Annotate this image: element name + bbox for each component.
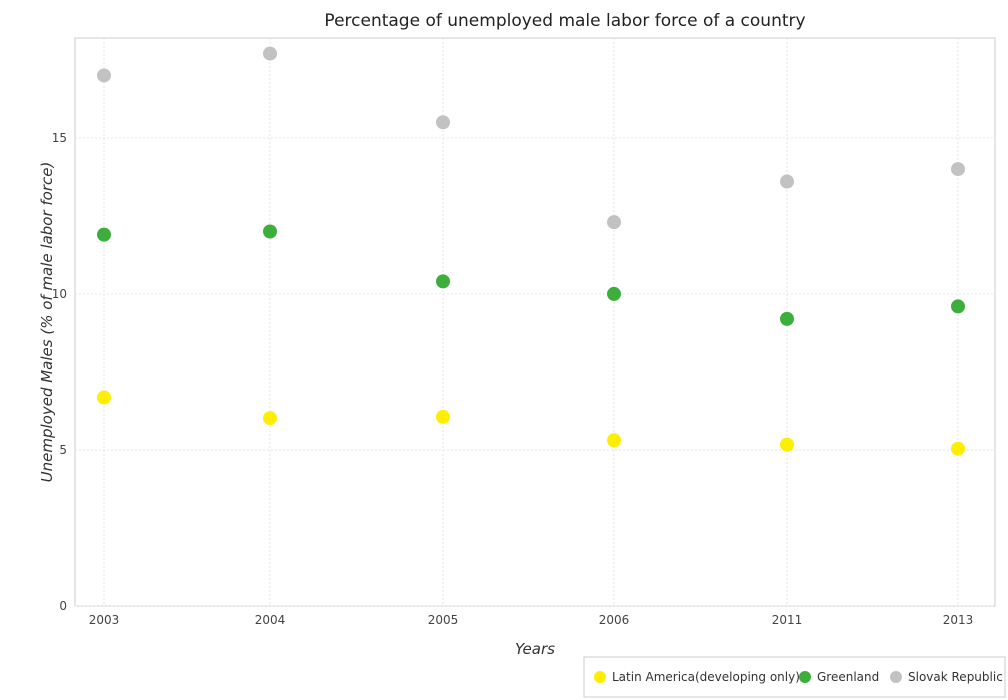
data-point bbox=[780, 174, 794, 189]
x-tick-label: 2005 bbox=[428, 613, 459, 627]
data-point bbox=[97, 390, 111, 405]
legend-marker bbox=[890, 671, 902, 683]
chart-title: Percentage of unemployed male labor forc… bbox=[324, 11, 805, 31]
data-point bbox=[607, 433, 621, 448]
x-axis-label: Years bbox=[515, 640, 555, 658]
x-tick-label: 2006 bbox=[599, 613, 630, 627]
x-tick-label: 2004 bbox=[255, 613, 286, 627]
legend: Latin America(developing only) Greenland S… bbox=[583, 656, 1006, 698]
y-tick-label: 5 bbox=[59, 443, 67, 457]
legend-marker bbox=[799, 671, 811, 683]
y-tick-label: 10 bbox=[52, 287, 67, 301]
data-point bbox=[780, 311, 794, 326]
data-point bbox=[951, 299, 965, 314]
plot-area bbox=[74, 37, 996, 607]
grid-layer bbox=[75, 38, 995, 607]
y-axis-label: Unemployed Males (% of male labor force) bbox=[38, 162, 56, 483]
data-point bbox=[436, 409, 450, 424]
x-tick-label: 2011 bbox=[772, 613, 803, 627]
data-point bbox=[607, 286, 621, 301]
y-tick-label: 0 bbox=[59, 599, 67, 613]
points-layer bbox=[97, 46, 965, 456]
data-point bbox=[780, 437, 794, 452]
data-point bbox=[951, 162, 965, 177]
tick-layer: 2003 2004 2005 2006 2011 2013 0 5 10 15 bbox=[52, 131, 974, 627]
data-point bbox=[436, 115, 450, 130]
data-point bbox=[263, 411, 277, 426]
data-point bbox=[951, 441, 965, 456]
legend-label: Latin America(developing only) bbox=[612, 670, 800, 684]
y-tick-label: 15 bbox=[52, 131, 67, 145]
legend-label: Slovak Republic bbox=[908, 670, 1003, 684]
x-tick-label: 2013 bbox=[943, 613, 974, 627]
data-point bbox=[97, 68, 111, 83]
x-tick-label: 2003 bbox=[89, 613, 120, 627]
data-point bbox=[97, 227, 111, 242]
legend-marker bbox=[594, 671, 606, 683]
legend-label: Greenland bbox=[817, 670, 879, 684]
data-point bbox=[263, 224, 277, 239]
data-point bbox=[607, 215, 621, 230]
legend-box bbox=[583, 656, 1006, 698]
data-point bbox=[263, 46, 277, 61]
data-point bbox=[436, 274, 450, 289]
